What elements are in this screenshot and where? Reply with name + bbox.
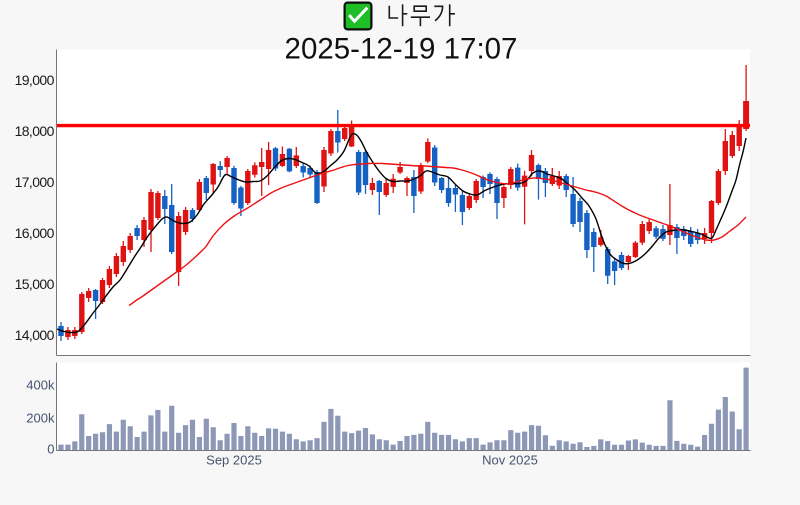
svg-text:Nov 2025: Nov 2025 <box>482 453 538 468</box>
svg-text:0: 0 <box>47 442 54 457</box>
svg-text:16,000: 16,000 <box>15 225 55 241</box>
svg-text:Sep 2025: Sep 2025 <box>206 453 262 468</box>
svg-text:15,000: 15,000 <box>15 276 55 292</box>
svg-text:200k: 200k <box>26 411 55 426</box>
svg-text:19,000: 19,000 <box>15 72 55 88</box>
svg-text:400k: 400k <box>26 378 55 393</box>
svg-text:17,000: 17,000 <box>15 174 55 190</box>
svg-text:14,000: 14,000 <box>15 327 55 343</box>
svg-text:2025-12-19 17:07: 2025-12-19 17:07 <box>285 33 518 66</box>
svg-text:18,000: 18,000 <box>15 123 55 139</box>
